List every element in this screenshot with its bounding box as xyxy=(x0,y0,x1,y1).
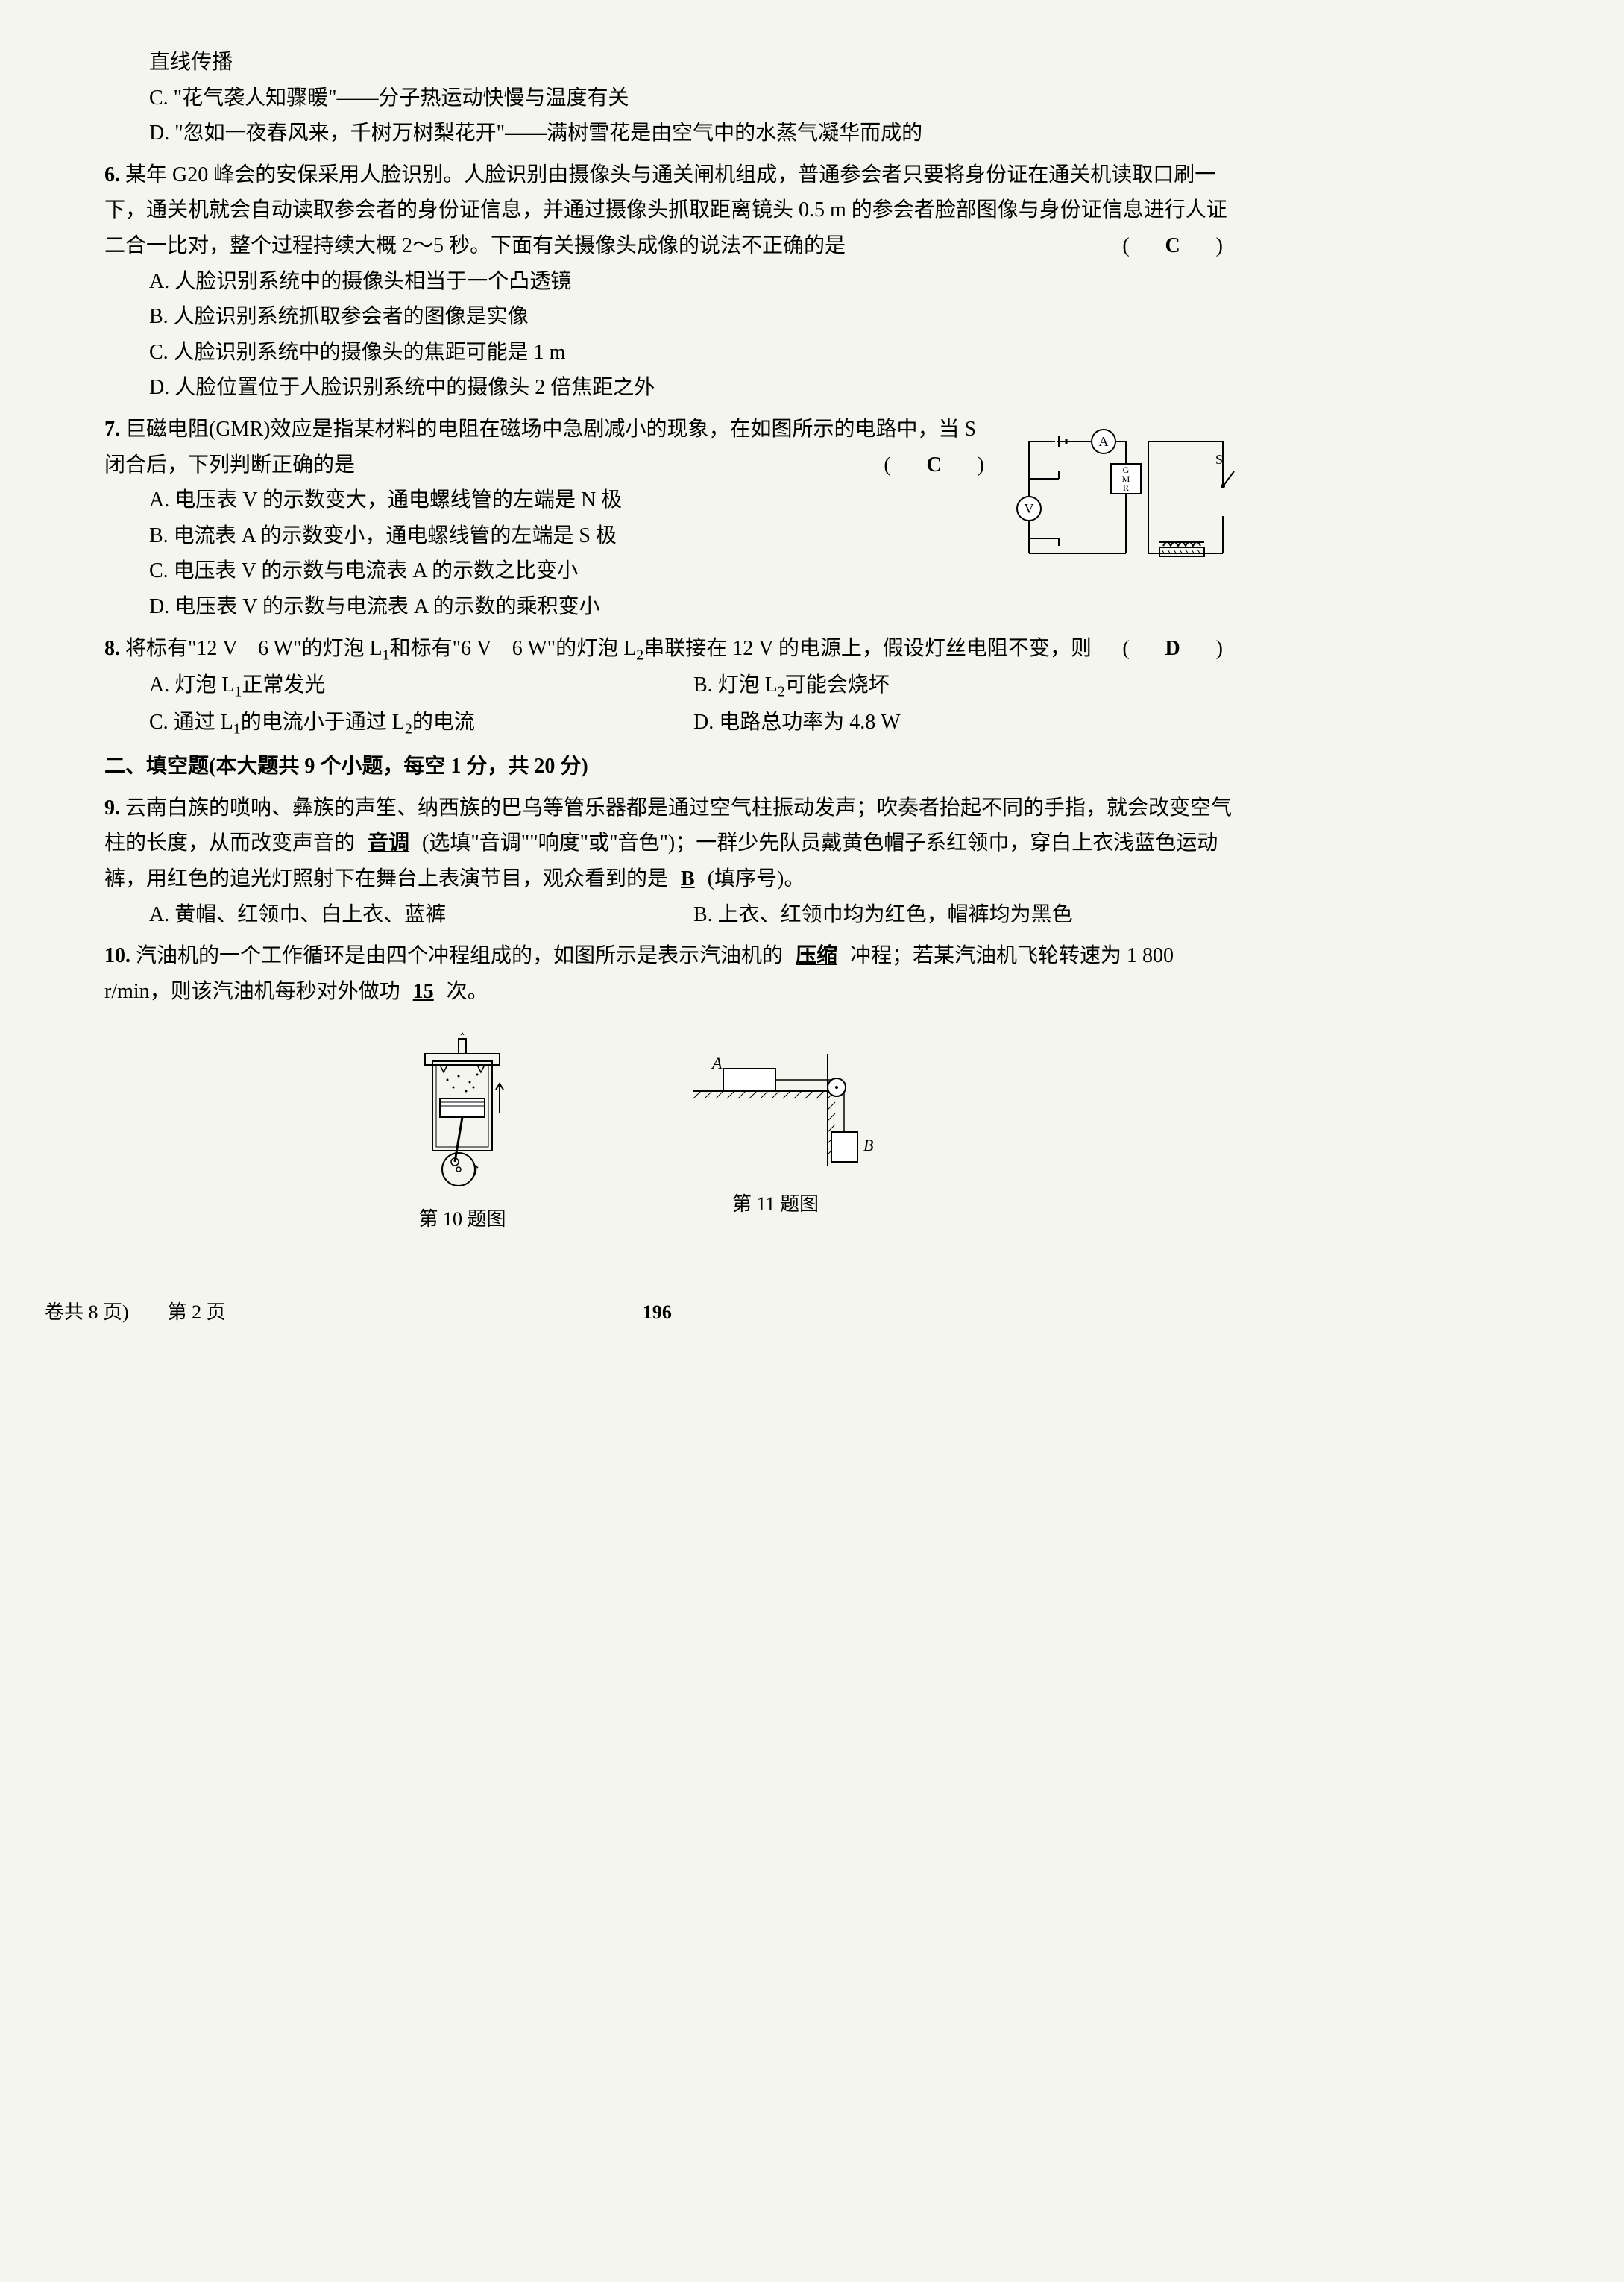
q8-stem-p2: 和标有"6 V 6 W"的灯泡 L xyxy=(390,637,637,660)
question-6: 6. 某年 G20 峰会的安保采用人脸识别。人脸识别由摄像头与通关闸机组成，普通… xyxy=(45,157,1238,406)
engine-figure xyxy=(403,1031,522,1195)
q9-blank1: 音调 xyxy=(360,832,417,855)
q8-optc-sub1: 1 xyxy=(233,720,241,737)
q7-stem: 巨磁电阻(GMR)效应是指某材料的电阻在磁场中急剧减小的现象，在如图所示的电路中… xyxy=(104,418,976,477)
q8-optc-sub2: 2 xyxy=(405,720,412,737)
q11-label-a: A xyxy=(711,1054,723,1072)
q6-option-a: A. 人脸识别系统中的摄像头相当于一个凸透镜 xyxy=(45,264,1238,300)
q6-answer-paren: ( C ) xyxy=(1122,228,1223,264)
q10-stem-p1: 汽油机的一个工作循环是由四个冲程组成的，如图所示是表示汽油机的 xyxy=(136,944,783,967)
q7-option-b: B. 电流表 A 的示数变小，通电螺线管的左端是 S 极 xyxy=(45,518,999,554)
q8-optc-p1: C. 通过 L xyxy=(149,711,233,734)
q9-stem-p3: (填序号)。 xyxy=(708,867,805,890)
q6-option-b: B. 人脸识别系统抓取参会者的图像是实像 xyxy=(45,299,1238,335)
q7-circuit-figure: A V G M R xyxy=(1014,419,1238,583)
q10-figure-block: 第 10 题图 xyxy=(403,1031,522,1236)
q8-answer: D xyxy=(1151,631,1195,667)
q8-option-a: A. 灯泡 L1正常发光 xyxy=(149,667,693,705)
q8-stem-p3: 串联接在 12 V 的电源上，假设灯丝电阻不变，则 xyxy=(643,637,1092,660)
q10-blank2: 15 xyxy=(406,980,441,1003)
q8-optb-sub: 2 xyxy=(778,684,785,700)
q9-number: 9. xyxy=(104,796,120,820)
q7-answer: C xyxy=(912,447,957,483)
question-8: 8. 将标有"12 V 6 W"的灯泡 L1和标有"6 V 6 W"的灯泡 L2… xyxy=(45,631,1238,742)
q6-option-d: D. 人脸位置位于人脸识别系统中的摄像头 2 倍焦距之外 xyxy=(45,370,1238,406)
page-footer: 卷共 8 页) 第 2 页 196 xyxy=(45,1296,1238,1329)
pulley-figure: A B xyxy=(671,1031,880,1181)
q8-sub1: 1 xyxy=(383,647,390,663)
question-9: 9. 云南白族的唢呐、彝族的声笙、纳西族的巴乌等管乐器都是通过空气柱振动发声；吹… xyxy=(45,790,1238,932)
q10-caption: 第 10 题图 xyxy=(403,1203,522,1236)
switch-label: S xyxy=(1215,452,1223,467)
q8-optc-p3: 的电流 xyxy=(412,711,475,734)
q6-number: 6. xyxy=(104,163,120,186)
q7-answer-paren: ( C ) xyxy=(884,447,984,483)
q6-option-c: C. 人脸识别系统中的摄像头的焦距可能是 1 m xyxy=(45,335,1238,371)
q6-answer: C xyxy=(1151,228,1195,264)
q8-answer-paren: ( D ) xyxy=(1122,631,1223,667)
continuation-line: 直线传播 xyxy=(45,45,1238,81)
q9-option-b: B. 上衣、红领巾均为红色，帽裤均为黑色 xyxy=(693,897,1238,933)
section2-header: 二、填空题(本大题共 9 个小题，每空 1 分，共 20 分) xyxy=(45,749,1238,785)
footer-left: 卷共 8 页) 第 2 页 xyxy=(45,1296,226,1329)
prev-option-c: C. "花气袭人知骤暖"——分子热运动快慢与温度有关 xyxy=(45,81,1238,116)
q8-optb-p1: B. 灯泡 L xyxy=(693,673,778,697)
q8-option-c: C. 通过 L1的电流小于通过 L2的电流 xyxy=(149,705,693,742)
q8-opta-p1: A. 灯泡 L xyxy=(149,673,234,697)
q10-number: 10. xyxy=(104,944,130,967)
q7-option-a: A. 电压表 V 的示数变大，通电螺线管的左端是 N 极 xyxy=(45,483,999,518)
q8-number: 8. xyxy=(104,637,120,660)
footer-page-number: 196 xyxy=(643,1296,672,1329)
q9-option-a: A. 黄帽、红领巾、白上衣、蓝裤 xyxy=(149,897,693,933)
q8-opta-p2: 正常发光 xyxy=(242,673,325,697)
q7-option-d: D. 电压表 V 的示数与电流表 A 的示数的乘积变小 xyxy=(45,589,999,625)
q8-optc-p2: 的电流小于通过 L xyxy=(241,711,405,734)
question-10: 10. 汽油机的一个工作循环是由四个冲程组成的，如图所示是表示汽油机的 压缩 冲… xyxy=(45,938,1238,1009)
q8-option-b: B. 灯泡 L2可能会烧坏 xyxy=(693,667,1238,705)
q8-opta-sub: 1 xyxy=(234,684,242,700)
q10-blank1: 压缩 xyxy=(788,944,845,967)
q6-stem: 某年 G20 峰会的安保采用人脸识别。人脸识别由摄像头与通关闸机组成，普通参会者… xyxy=(104,163,1227,257)
q8-option-d: D. 电路总功率为 4.8 W xyxy=(693,705,1238,742)
q11-caption: 第 11 题图 xyxy=(671,1188,880,1221)
q7-option-c: C. 电压表 V 的示数与电流表 A 的示数之比变小 xyxy=(45,553,999,589)
question-7: 7. 巨磁电阻(GMR)效应是指某材料的电阻在磁场中急剧减小的现象，在如图所示的… xyxy=(45,412,1238,625)
q11-label-b: B xyxy=(863,1136,873,1154)
q8-sub2: 2 xyxy=(636,647,643,663)
q9-blank2: B xyxy=(673,867,702,890)
q11-figure-block: A B 第 11 题图 xyxy=(671,1031,880,1236)
figures-row: 第 10 题图 xyxy=(45,1031,1238,1236)
voltmeter-label: V xyxy=(1025,501,1034,516)
ammeter-label: A xyxy=(1099,434,1109,449)
prev-option-d: D. "忽如一夜春风来，千树万树梨花开"——满树雪花是由空气中的水蒸气凝华而成的 xyxy=(45,116,1238,151)
q10-stem-p3: 次。 xyxy=(447,980,488,1003)
svg-text:R: R xyxy=(1123,483,1129,493)
q7-number: 7. xyxy=(104,418,120,441)
q8-optb-p2: 可能会烧坏 xyxy=(785,673,890,697)
q8-stem-p1: 将标有"12 V 6 W"的灯泡 L xyxy=(125,637,383,660)
